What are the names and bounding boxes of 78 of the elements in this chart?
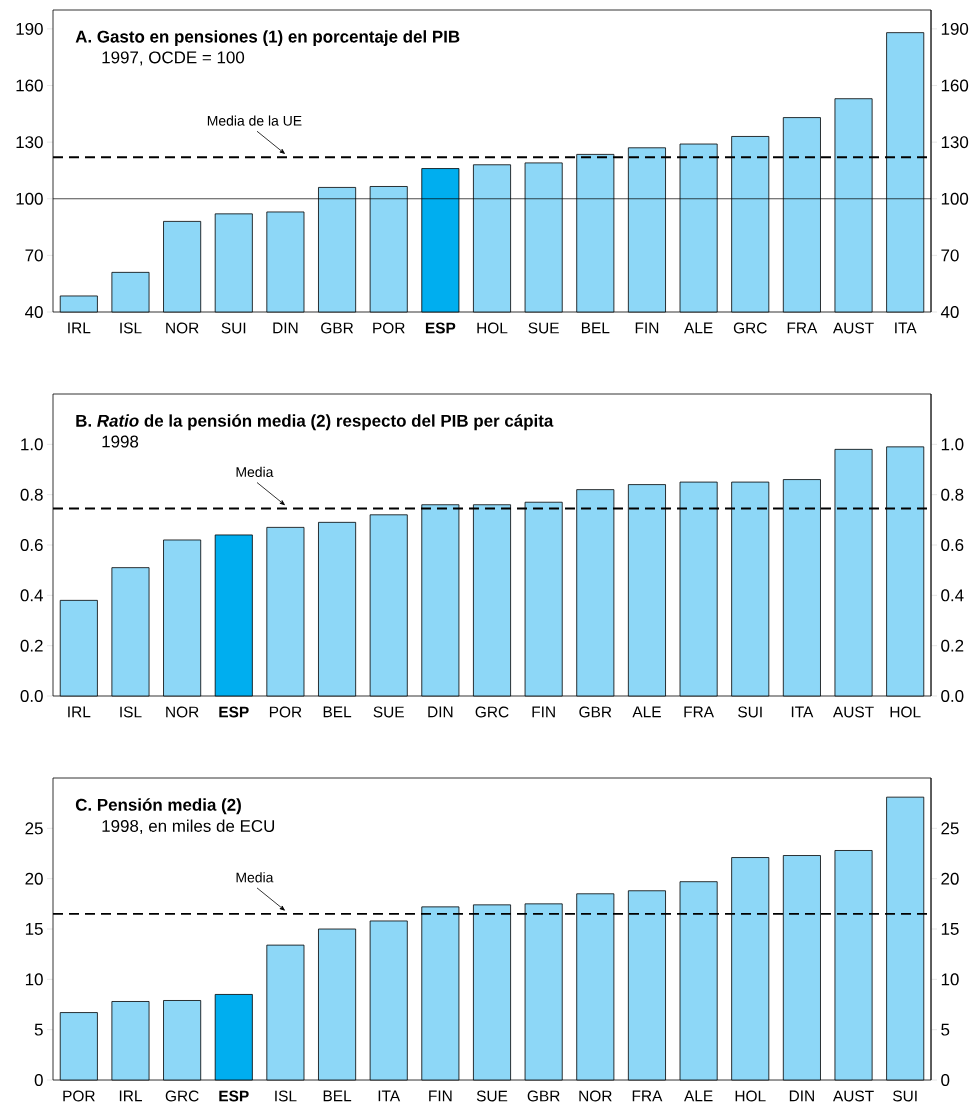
x-tick-label: DIN: [273, 322, 298, 334]
x-tick-label: SUE: [476, 1090, 508, 1102]
x-tick-label: ISL: [120, 706, 142, 718]
text: 1997, OCDE = 100: [102, 51, 245, 66]
x-tick-label: ITA: [378, 1090, 401, 1102]
x-tick-label: NOR: [579, 1090, 612, 1102]
text: A. Gasto en pensiones (1) en porcentaje del PIB: [75, 30, 460, 46]
x-tick-label: ALE: [684, 1090, 713, 1102]
x-tick-label: SUI: [221, 322, 246, 334]
x-tick-label: AUST: [832, 706, 874, 718]
x-tick-label: BEL: [323, 706, 352, 718]
x-tick-label: GRC: [165, 1090, 199, 1102]
ref-line-label: Media: [236, 872, 274, 883]
x-tick-label: FRA: [684, 706, 714, 718]
x-tick-label: IRL: [119, 1090, 142, 1102]
x-tick-label: POR: [373, 322, 405, 334]
x-tick-label: ESP: [425, 322, 456, 334]
x-tick-label: FIN: [635, 322, 659, 334]
x-tick-label: FRA: [632, 1090, 663, 1102]
y-tick-label: 25: [941, 822, 959, 835]
y-tick-label: 15: [941, 923, 959, 935]
x-tick-label: SUE: [528, 322, 559, 334]
ref-line-label: Media de la UE: [207, 115, 302, 126]
y-tick-label: 0: [941, 1074, 950, 1087]
x-tick-label: NOR: [166, 322, 199, 334]
y-tick-label: 160: [16, 79, 43, 92]
text: B. Ratio de la pensión media (2) respecto del PIB per cápita: [76, 414, 554, 431]
x-tick-label: AUST: [832, 322, 874, 334]
x-tick-label: ISL: [120, 322, 142, 334]
x-tick-label: NOR: [166, 706, 199, 718]
x-tick-label: GRC: [475, 706, 509, 718]
x-tick-label: ITA: [895, 322, 917, 334]
x-tick-label: ALE: [632, 706, 661, 718]
y-tick-label: 0.8: [20, 488, 43, 501]
y-tick-label: 190: [16, 22, 43, 35]
x-tick-label: GBR: [579, 706, 612, 718]
x-tick-label: BEL: [581, 322, 610, 334]
x-tick-label: FIN: [532, 706, 555, 718]
x-tick-label: ESP: [219, 1090, 249, 1102]
x-tick-label: GRC: [733, 322, 767, 334]
x-tick-label: FRA: [787, 322, 818, 334]
x-tick-label: ALE: [684, 322, 713, 334]
text: C. Pensión media (2): [75, 798, 241, 815]
x-tick-label: POR: [269, 706, 302, 718]
x-tick-label: ISL: [275, 1090, 297, 1102]
x-tick-label: SUE: [373, 706, 404, 718]
y-tick-label: 0.2: [20, 639, 43, 652]
x-tick-label: HOL: [477, 322, 508, 334]
text: 1998, en miles de ECU: [102, 819, 275, 834]
ref-line-label: Media: [236, 466, 274, 477]
x-tick-label: AUST: [832, 1090, 874, 1102]
y-tick-label: 10: [941, 973, 959, 986]
x-tick-label: BEL: [323, 1090, 352, 1102]
x-tick-label: HOL: [890, 706, 921, 718]
y-tick-label: 1.0: [21, 438, 43, 451]
y-tick-label: 40: [25, 306, 43, 319]
x-tick-label: FIN: [429, 1090, 452, 1102]
x-tick-label: IRL: [68, 706, 91, 718]
x-tick-label: POR: [63, 1090, 95, 1102]
y-tick-label: 0.6: [20, 539, 43, 552]
x-tick-label: GBR: [527, 1090, 560, 1102]
x-tick-label: SUI: [893, 1090, 917, 1102]
y-tick-label: 70: [25, 249, 43, 262]
x-tick-label: HOL: [735, 1090, 766, 1102]
y-tick-label: 0.0: [20, 690, 43, 703]
x-tick-label: DIN: [789, 1090, 814, 1102]
x-tick-label: GBR: [321, 322, 354, 334]
text: 1998: [102, 435, 139, 448]
y-tick-label: 130: [16, 136, 43, 149]
y-tick-label: 0.4: [20, 589, 43, 602]
x-tick-label: ESP: [219, 706, 249, 718]
y-tick-label: 20: [941, 872, 959, 885]
x-tick-label: ITA: [791, 706, 814, 718]
x-tick-label: SUI: [738, 706, 762, 718]
x-tick-label: DIN: [428, 706, 453, 718]
y-tick-label: 5: [941, 1023, 950, 1036]
x-tick-label: IRL: [68, 322, 91, 334]
y-tick-label: 100: [16, 192, 43, 205]
